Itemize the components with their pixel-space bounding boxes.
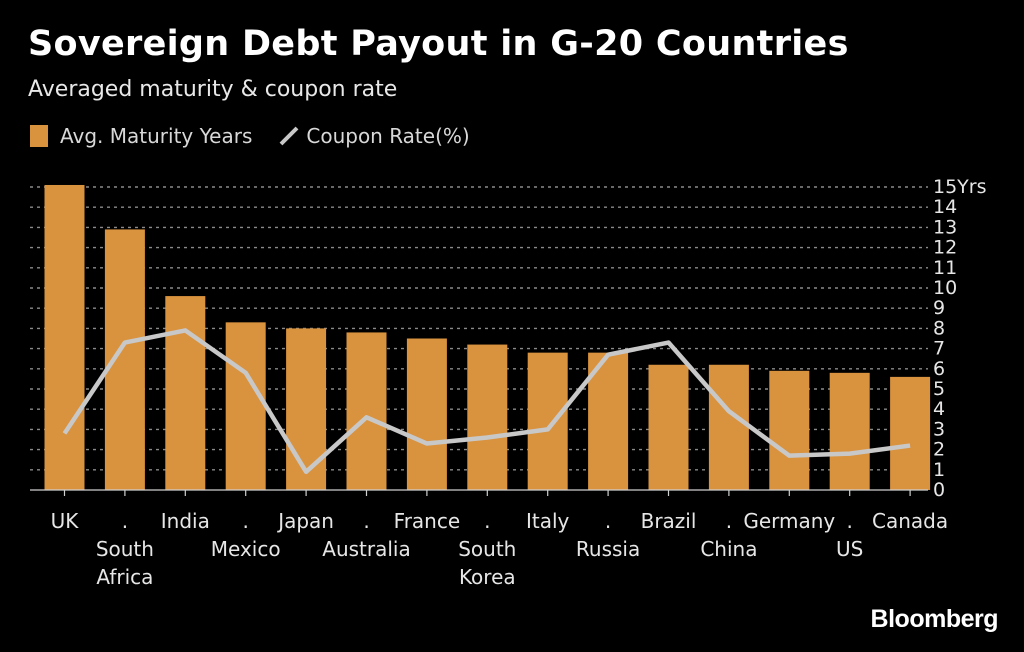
bar-japan (286, 328, 327, 490)
x-label-line: Korea (459, 565, 516, 589)
x-label-line: China (700, 537, 757, 561)
x-tick-marker-mexico: . (243, 509, 249, 533)
x-tick-marker-russia: . (605, 509, 611, 533)
x-label-line: Germany (743, 509, 835, 533)
x-label-line: Australia (322, 537, 410, 561)
x-tick-marker-china: . (726, 509, 732, 533)
legend-bar-swatch (30, 125, 48, 147)
y-tick-label-2: 2 (933, 439, 945, 461)
y-tick-label-12: 12 (933, 237, 957, 259)
x-label-france: France (394, 509, 461, 533)
x-tick-marker-south-africa: . (122, 509, 128, 533)
y-tick-label-5: 5 (933, 378, 945, 400)
x-label-india: India (161, 509, 210, 533)
y-tick-label-6: 6 (933, 358, 945, 380)
legend-item-maturity: Avg. Maturity Years (30, 124, 252, 148)
y-tick-label-3: 3 (933, 418, 945, 440)
y-tick-label-14: 14 (933, 196, 957, 218)
x-label-canada: Canada (872, 509, 948, 533)
x-label-mexico: Mexico (211, 537, 281, 561)
chart-title: Sovereign Debt Payout in G-20 Countries (28, 24, 849, 64)
bar-us (829, 372, 870, 490)
y-tick-label-11: 11 (933, 257, 957, 279)
x-label-uk: UK (51, 509, 80, 533)
y-tick-label-13: 13 (933, 216, 957, 238)
bar-canada (890, 376, 931, 490)
x-label-italy: Italy (526, 509, 570, 533)
x-label-germany: Germany (743, 509, 835, 533)
x-label-brazil: Brazil (641, 509, 697, 533)
legend-coupon-label: Coupon Rate(%) (306, 124, 470, 148)
legend-line-swatch (279, 126, 299, 146)
y-tick-label-0: 0 (933, 479, 945, 501)
x-label-japan: Japan (276, 509, 334, 533)
bar-mexico (225, 322, 266, 490)
x-label-china: China (700, 537, 757, 561)
y-tick-label-1: 1 (933, 459, 945, 481)
bar-germany (769, 370, 810, 490)
bar-russia (588, 352, 629, 490)
bar-france (406, 338, 447, 490)
x-label-line: US (836, 537, 863, 561)
x-label-line: Brazil (641, 509, 697, 533)
x-label-russia: Russia (576, 537, 640, 561)
legend: Avg. Maturity Years Coupon Rate(%) (30, 124, 496, 148)
y-tick-label-8: 8 (933, 317, 945, 339)
x-label-south-korea: South Korea (458, 537, 516, 589)
x-tick-marker-australia: . (363, 509, 369, 533)
bar-italy (527, 352, 568, 490)
bloomberg-logo: Bloomberg (870, 605, 999, 633)
x-label-line: Mexico (211, 537, 281, 561)
x-label-line: Canada (872, 509, 948, 533)
y-tick-label-4: 4 (933, 398, 945, 420)
x-label-australia: Australia (322, 537, 410, 561)
y-tick-label-15: 15Yrs (933, 176, 987, 198)
bar-china (708, 364, 749, 490)
chart-subtitle: Averaged maturity & coupon rate (28, 77, 398, 102)
x-label-line: France (394, 509, 461, 533)
bar-australia (346, 332, 387, 490)
bar-south-korea (467, 344, 508, 490)
y-tick-label-9: 9 (933, 297, 945, 319)
bar-brazil (648, 364, 689, 490)
legend-maturity-label: Avg. Maturity Years (60, 124, 253, 148)
legend-item-coupon: Coupon Rate(%) (278, 124, 470, 148)
x-label-line: South (96, 537, 154, 561)
x-label-line: Africa (96, 565, 153, 589)
y-tick-label-10: 10 (933, 277, 957, 299)
y-tick-label-7: 7 (933, 338, 945, 360)
bar-uk (44, 184, 85, 491)
x-label-line: South (458, 537, 516, 561)
x-label-line: India (161, 509, 210, 533)
x-tick-marker-us: . (847, 509, 853, 533)
x-label-line: Italy (526, 509, 570, 533)
x-label-south-africa: South Africa (96, 537, 154, 589)
x-label-line: Russia (576, 537, 640, 561)
x-label-line: UK (51, 509, 80, 533)
x-label-line: Japan (276, 509, 334, 533)
x-tick-marker-south-korea: . (484, 509, 490, 533)
x-label-us: US (836, 537, 863, 561)
bar-india (165, 296, 206, 490)
